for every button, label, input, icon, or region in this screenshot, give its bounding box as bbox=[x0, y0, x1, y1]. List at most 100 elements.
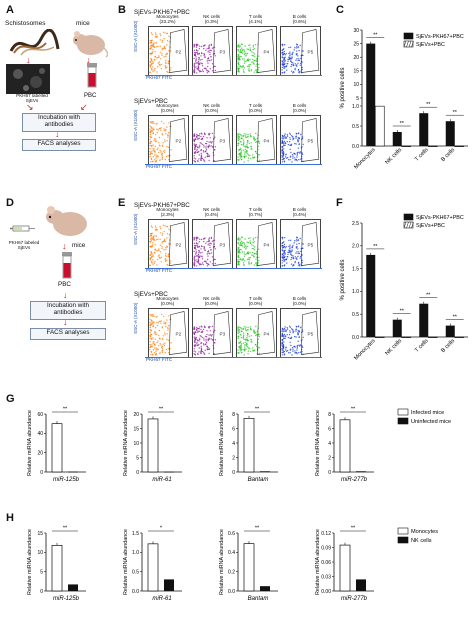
facs-event-dot bbox=[196, 151, 199, 154]
facs-event-dot bbox=[154, 248, 156, 250]
facs-event-dot bbox=[199, 59, 201, 61]
facs-event-dot bbox=[157, 45, 159, 47]
facs-event-dot bbox=[193, 257, 195, 259]
facs-event-dot bbox=[193, 263, 195, 266]
facs-event-dot bbox=[161, 155, 163, 157]
facs-event-dot bbox=[247, 346, 249, 348]
bar-control bbox=[374, 105, 385, 147]
facs-event-dot bbox=[165, 325, 167, 328]
arrow-down-icon: ↓ bbox=[63, 290, 68, 300]
y-tick-label: 15 bbox=[353, 69, 359, 75]
facs-event-dot bbox=[194, 161, 197, 163]
facs-event-dot bbox=[193, 138, 195, 140]
significance-label: ** bbox=[400, 309, 405, 315]
facs-event-dot bbox=[245, 326, 247, 328]
facs-event-dot bbox=[246, 146, 248, 148]
facs-event-dot bbox=[154, 161, 157, 163]
facs-event-dot bbox=[250, 328, 252, 330]
facs-event-dot bbox=[197, 258, 199, 260]
facs-event-dot bbox=[246, 149, 248, 151]
facs-event-dot bbox=[294, 157, 296, 159]
facs-event-dot bbox=[237, 134, 239, 137]
hatch-line bbox=[408, 40, 412, 48]
y-tick-label: 20 bbox=[353, 55, 359, 61]
facs-event-dot bbox=[196, 265, 198, 267]
facs-event-dot bbox=[199, 351, 202, 353]
facs-event-dot bbox=[200, 135, 202, 138]
facs-event-dot bbox=[247, 353, 249, 355]
facs-event-dot bbox=[297, 132, 299, 135]
facs-event-dot bbox=[207, 70, 209, 72]
facs-event-dot bbox=[253, 136, 255, 138]
facs-event-dot bbox=[293, 242, 295, 244]
facs-event-dot bbox=[158, 61, 160, 63]
facs-event-dot bbox=[281, 344, 283, 346]
facs-event-dot bbox=[243, 338, 245, 340]
facs-event-dot bbox=[153, 321, 155, 324]
facs-event-dot bbox=[242, 48, 244, 51]
facs-event-dot bbox=[199, 144, 201, 146]
hatch-line bbox=[408, 221, 412, 229]
facs-event-dot bbox=[160, 63, 163, 66]
bar-exposed bbox=[392, 132, 402, 146]
facs-event-dot bbox=[296, 246, 298, 248]
facs-event-dot bbox=[284, 137, 287, 139]
facs-event-dot bbox=[281, 147, 283, 149]
facs-event-dot bbox=[151, 245, 153, 247]
facs-event-dot bbox=[243, 255, 246, 257]
facs-gate-layer: P4 bbox=[237, 222, 276, 267]
facs-event-dot bbox=[237, 65, 239, 67]
facs-event-dot bbox=[298, 344, 300, 346]
facs-event-dot bbox=[247, 48, 250, 51]
facs-event-dot bbox=[149, 45, 152, 47]
facs-event-dot bbox=[255, 65, 257, 67]
facs-event-dot bbox=[149, 128, 151, 130]
facs-event-dot bbox=[151, 33, 153, 36]
facs-gate-label: P5 bbox=[308, 242, 314, 247]
facs-event-dot bbox=[237, 156, 239, 158]
facs-event-dot bbox=[159, 45, 161, 47]
facs-event-dot bbox=[164, 149, 166, 151]
facs-event-dot bbox=[297, 248, 299, 250]
significance-label: ** bbox=[400, 121, 405, 127]
facs-event-dot bbox=[295, 135, 297, 138]
facs-event-dot bbox=[158, 320, 161, 323]
facs-event-dot bbox=[196, 343, 198, 345]
facs-gate-label: P2 bbox=[176, 331, 182, 336]
facs-event-dot bbox=[251, 244, 253, 246]
facs-event-dot bbox=[301, 153, 304, 156]
facs-x-axis-label: PKH67 FITC bbox=[146, 268, 173, 273]
facs-event-dot bbox=[203, 67, 206, 69]
facs-event-dot bbox=[243, 145, 245, 147]
facs-event-dot bbox=[201, 58, 203, 61]
facs-event-dot bbox=[206, 330, 208, 332]
facs-event-dot bbox=[161, 326, 163, 328]
facs-event-dot bbox=[289, 246, 291, 248]
facs-event-dot bbox=[201, 326, 203, 328]
facs-event-dot bbox=[242, 135, 244, 137]
facs-event-dot bbox=[240, 340, 242, 342]
facs-event-dot bbox=[163, 344, 166, 347]
facs-event-dot bbox=[237, 349, 239, 351]
facs-event-dot bbox=[158, 127, 161, 130]
facs-event-dot bbox=[193, 133, 196, 135]
facs-gate-label: P5 bbox=[308, 138, 314, 143]
facs-event-dot bbox=[284, 67, 286, 69]
facs-event-dot bbox=[294, 352, 296, 354]
facs-event-dot bbox=[253, 71, 255, 73]
category-label: NK cells bbox=[384, 338, 403, 357]
facs-event-dot bbox=[165, 132, 167, 135]
facs-x-axis-arrow bbox=[145, 164, 322, 165]
facs-event-dot bbox=[298, 252, 301, 255]
facs-event-dot bbox=[245, 248, 247, 250]
facs-event-dot bbox=[203, 47, 205, 50]
facs-event-dot bbox=[161, 39, 164, 42]
facs-event-dot bbox=[208, 44, 211, 46]
facs-event-dot bbox=[198, 262, 200, 265]
facs-event-dot bbox=[206, 72, 209, 74]
facs-event-dot bbox=[283, 327, 286, 330]
facs-event-dot bbox=[154, 32, 157, 34]
facs-event-dot bbox=[211, 132, 214, 135]
facs-event-dot bbox=[211, 47, 214, 49]
facs-event-dot bbox=[297, 325, 299, 328]
